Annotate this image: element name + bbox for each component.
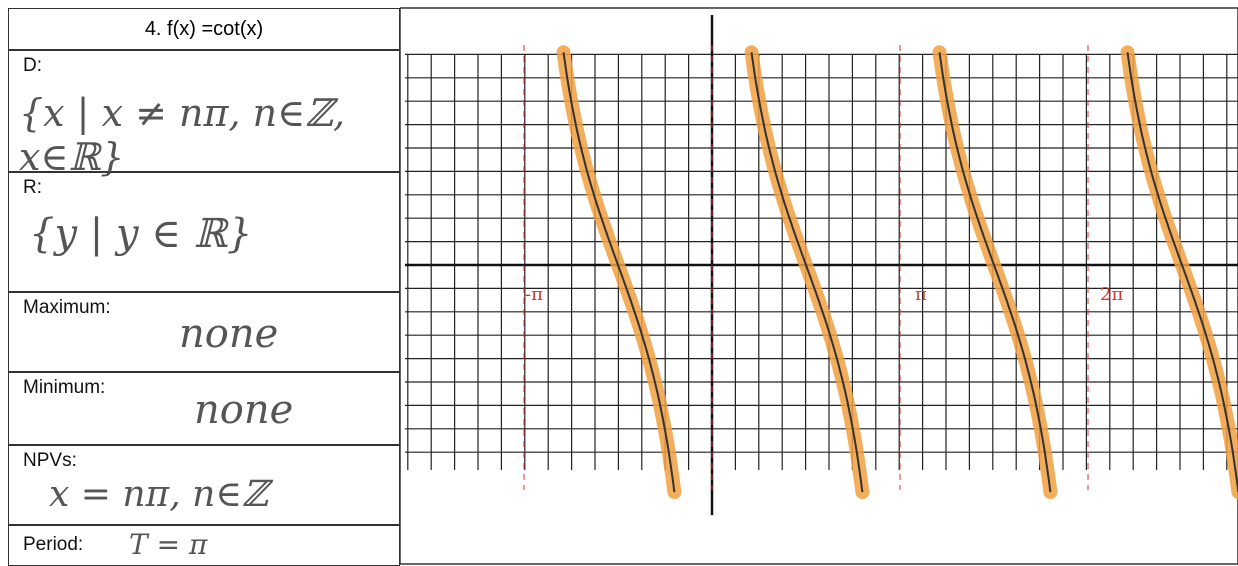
answer: none [179,311,278,357]
label: R: [23,177,42,199]
label: NPVs: [23,450,77,472]
x-label: 2π [1100,284,1123,305]
answer: x = nπ, n∈ℤ [49,474,268,515]
curve-highlight [1128,52,1238,492]
row: Minimum: none [8,372,400,445]
graph: -π π 2π [400,0,1238,566]
answer: {y | y ∈ ℝ} [29,211,252,257]
x-label: π [915,284,927,305]
worksheet: 4. f(x) =cot(x) D:{x | x ≠ nπ, n∈ℤ, x∈ℝ}… [0,0,1238,566]
title: 4. f(x) =cot(x) [9,9,399,49]
label: Period: [23,534,83,556]
answer: {x | x ≠ nπ, n∈ℤ, x∈ℝ} [19,91,399,179]
row: R: {y | y ∈ ℝ} [8,172,400,292]
x-label: -π [525,284,543,305]
row: Maximum: none [8,292,400,372]
row: D:{x | x ≠ nπ, n∈ℤ, x∈ℝ} [8,50,400,172]
answer: none [194,387,293,433]
label: Maximum: [23,297,111,319]
title-cell: 4. f(x) =cot(x) [8,8,400,50]
curve-highlight [940,52,1051,492]
label: Minimum: [23,377,105,399]
answer: T = π [129,528,207,561]
row: Period: T = π [8,525,400,566]
label: D: [23,55,42,77]
curve-highlight [752,52,863,492]
row: NPVs:x = nπ, n∈ℤ [8,445,400,525]
